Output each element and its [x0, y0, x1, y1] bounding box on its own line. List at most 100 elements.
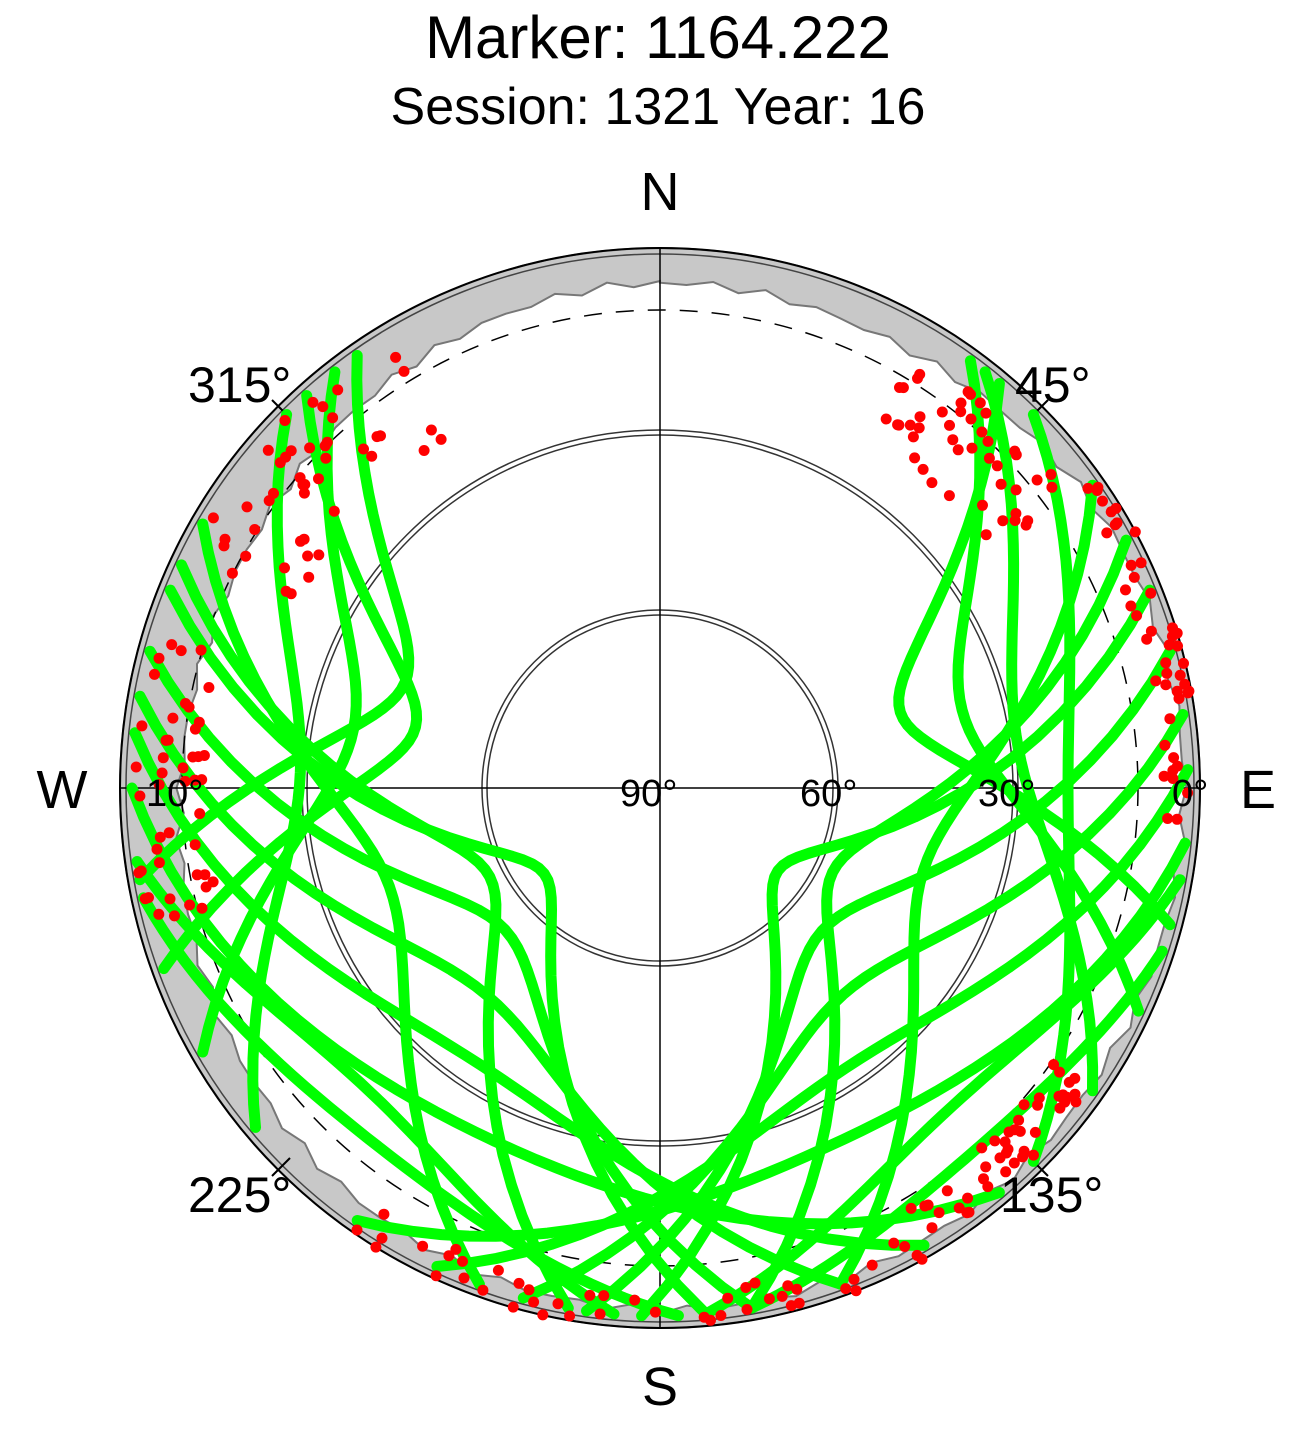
rejected-point — [1101, 527, 1113, 539]
rejected-point — [398, 365, 410, 377]
rejected-point — [492, 1264, 504, 1276]
rejected-point — [982, 435, 994, 447]
rejected-point — [1128, 571, 1140, 583]
rejected-point — [933, 1207, 945, 1219]
tick-225 — [271, 1157, 291, 1177]
rejected-point — [913, 422, 925, 434]
rejected-point — [241, 501, 253, 513]
rejected-point — [507, 1301, 519, 1313]
rejected-point — [1162, 813, 1174, 824]
rejected-point — [1150, 675, 1162, 687]
rejected-point — [1160, 657, 1172, 669]
rejected-point — [130, 761, 142, 773]
rejected-point — [418, 445, 430, 456]
rejected-point — [371, 431, 383, 443]
rejected-point — [941, 1185, 953, 1197]
rejected-point — [962, 1192, 974, 1204]
rejected-point — [298, 487, 310, 499]
rejected-point — [952, 444, 964, 456]
rejected-point — [936, 406, 948, 418]
rejected-point — [184, 899, 196, 911]
rejected-point — [997, 515, 1009, 527]
rejected-point — [1022, 515, 1034, 527]
rejected-point — [1029, 1126, 1041, 1138]
rejected-point — [866, 1259, 878, 1271]
rejected-point — [1163, 639, 1175, 651]
rejected-point — [991, 460, 1003, 472]
elevation-label-10: 10° — [146, 773, 203, 815]
rejected-point — [1145, 587, 1157, 599]
rejected-point — [226, 567, 238, 579]
rejected-point — [134, 790, 146, 802]
azimuth-label-225: 225° — [188, 1167, 291, 1223]
rejected-point — [763, 1293, 775, 1305]
rejected-point — [358, 443, 369, 455]
elevation-label-0: 0° — [1172, 773, 1208, 815]
azimuth-label-135: 135° — [1000, 1167, 1103, 1223]
rejected-point — [219, 533, 231, 545]
rejected-point — [203, 682, 215, 693]
rejected-point — [1171, 627, 1183, 639]
rejected-point — [513, 1277, 525, 1289]
rejected-point — [189, 839, 201, 851]
rejected-point — [458, 1272, 470, 1284]
rejected-point — [1171, 813, 1183, 825]
rejected-point — [1045, 469, 1057, 480]
rejected-point — [1008, 1157, 1020, 1169]
rejected-point — [1120, 584, 1131, 596]
rejected-point — [285, 588, 297, 600]
rejected-point — [776, 1290, 788, 1302]
rejected-point — [351, 1224, 363, 1236]
rejected-point — [785, 1300, 797, 1312]
rejected-point — [989, 1135, 1001, 1147]
rejected-point — [1141, 633, 1153, 645]
elevation-label-60: 60° — [800, 773, 857, 815]
rejected-point — [133, 867, 145, 879]
rejected-point — [926, 1222, 938, 1234]
rejected-point — [943, 490, 955, 502]
rejected-point — [1171, 760, 1183, 772]
rejected-point — [880, 413, 892, 425]
chart-subtitle: Session: 1321 Year: 16 — [390, 78, 926, 136]
rejected-point — [1145, 625, 1157, 637]
rejected-point — [980, 407, 992, 419]
rejected-point — [999, 1136, 1011, 1148]
rejected-point — [328, 505, 340, 517]
satellite-track — [126, 782, 1005, 1230]
rejected-point — [1031, 474, 1043, 486]
rejected-point — [1010, 449, 1022, 461]
rejected-point — [162, 734, 174, 746]
rejected-point — [430, 1270, 442, 1282]
rejected-point — [629, 1294, 641, 1306]
rejected-point — [598, 1290, 610, 1302]
rejected-point — [976, 1142, 988, 1154]
satellite-tracks — [126, 350, 1194, 1322]
rejected-point — [966, 442, 978, 454]
rejected-point — [195, 644, 207, 656]
rejected-point — [1167, 773, 1179, 784]
rejected-point — [196, 902, 208, 914]
rejected-point — [947, 434, 959, 446]
rejected-point — [417, 1240, 429, 1252]
satellite-track — [700, 874, 1186, 1320]
rejected-point — [537, 1309, 549, 1321]
rejected-point — [944, 419, 955, 431]
rejected-point — [167, 712, 179, 724]
rejected-point — [850, 1285, 862, 1297]
rejected-point — [263, 495, 275, 507]
rejected-point — [965, 388, 976, 400]
rejected-point — [1179, 678, 1191, 690]
rejected-point — [1010, 484, 1022, 496]
rejected-point — [189, 723, 201, 735]
rejected-point — [153, 857, 165, 869]
cardinal-north: N — [641, 162, 680, 222]
rejected-point — [320, 452, 332, 464]
elevation-label-90: 90° — [620, 773, 677, 815]
rejected-point — [916, 1253, 928, 1265]
rejected-point — [1173, 693, 1185, 704]
rejected-point — [983, 452, 995, 464]
rejected-point — [166, 639, 178, 651]
rejected-point — [151, 843, 163, 855]
rejected-point — [200, 881, 212, 893]
